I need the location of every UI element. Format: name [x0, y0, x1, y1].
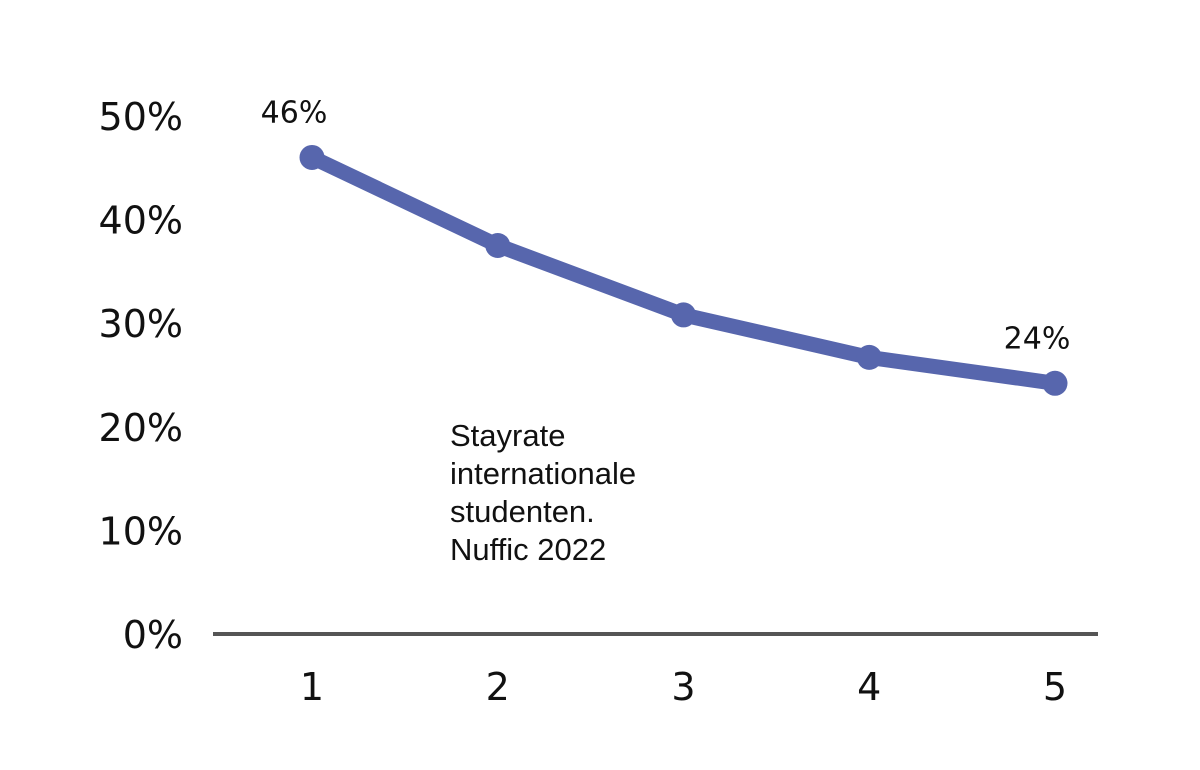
data-label: 24%	[1004, 321, 1071, 356]
source-annotation: Stayrate internationale studenten. Nuffic 2…	[450, 418, 636, 567]
y-axis-ticks: 0% 10% 20% 30% 40% 50%	[99, 95, 183, 657]
data-point	[1042, 370, 1068, 396]
series-line	[304, 149, 1063, 391]
y-tick-label: 30%	[99, 302, 183, 346]
annotation-line: Nuffic 2022	[450, 532, 606, 567]
annotation-line: Stayrate	[450, 418, 565, 453]
x-tick-label: 2	[486, 665, 510, 709]
x-tick-label: 3	[671, 665, 695, 709]
annotation-line: internationale	[450, 456, 636, 491]
x-tick-label: 4	[857, 665, 881, 709]
data-point	[856, 344, 882, 370]
x-tick-label: 5	[1043, 665, 1067, 709]
x-axis-ticks: 1 2 3 4 5	[300, 665, 1067, 709]
data-labels: 46% 24%	[261, 95, 1071, 356]
y-tick-label: 20%	[99, 406, 183, 450]
data-label: 46%	[261, 95, 328, 130]
y-tick-label: 40%	[99, 199, 183, 243]
data-points	[299, 144, 1068, 396]
data-point	[671, 302, 696, 328]
x-tick-label: 1	[300, 665, 324, 709]
data-point	[485, 233, 511, 258]
data-point	[299, 144, 325, 170]
annotation-line: studenten.	[450, 494, 595, 529]
y-tick-label: 0%	[123, 613, 183, 657]
y-tick-label: 50%	[99, 95, 183, 139]
y-tick-label: 10%	[99, 509, 183, 553]
